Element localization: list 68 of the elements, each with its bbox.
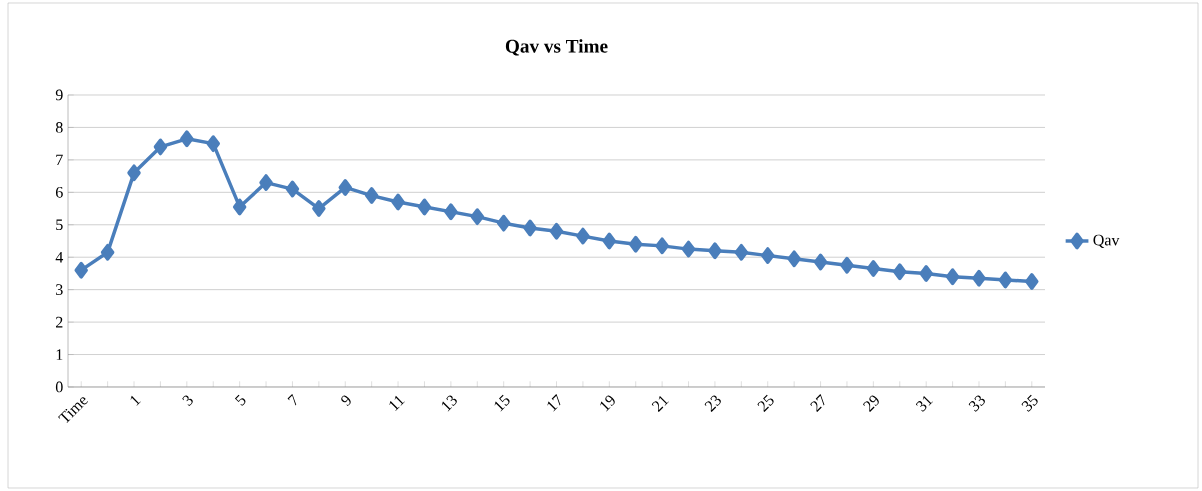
x-tick-label: 13 [441, 395, 457, 412]
point [998, 271, 1013, 289]
point [153, 138, 168, 156]
x-tick-label: 21 [651, 395, 669, 412]
point [417, 198, 432, 216]
x-tick-label: 9 [341, 395, 351, 407]
point [259, 174, 273, 191]
point [602, 232, 617, 250]
x-tick-label: 35 [1021, 394, 1038, 412]
point [681, 240, 696, 258]
x-tick-label: 7 [287, 393, 297, 406]
point [523, 219, 537, 237]
x-tick-label: 33 [968, 395, 985, 412]
point [893, 263, 907, 281]
point [180, 130, 194, 148]
point [496, 214, 511, 232]
point [338, 179, 353, 196]
point [470, 208, 485, 226]
point [444, 203, 458, 221]
point [232, 198, 247, 216]
chart-title: Qav vs Time [505, 39, 608, 56]
point [312, 200, 326, 217]
y-tick-label: 1 [56, 349, 63, 360]
point [549, 222, 564, 240]
point [285, 180, 300, 198]
x-tick-label: 31 [915, 395, 933, 412]
point [391, 193, 405, 211]
point [100, 243, 115, 261]
x-tick-label: 23 [704, 395, 721, 412]
x-tick-label: 29 [863, 395, 879, 412]
y-tick-label: 7 [56, 154, 63, 166]
point [708, 242, 722, 260]
x-tick-label: 17 [547, 394, 561, 412]
x-tick-label: 5 [234, 394, 246, 406]
point [972, 269, 986, 287]
y-tick-label: 6 [55, 186, 63, 198]
y-tick-label: 2 [56, 316, 63, 328]
point [813, 253, 828, 271]
point [74, 261, 88, 279]
point [840, 256, 854, 274]
point [787, 250, 801, 268]
point [1025, 273, 1039, 290]
x-tick-label: 27 [810, 394, 825, 412]
point [127, 164, 141, 182]
point [655, 237, 669, 255]
x-tick-label: 25 [757, 394, 774, 412]
point [576, 227, 590, 245]
y-tick-label: 3 [56, 284, 63, 296]
x-tick-label: 19 [600, 395, 615, 412]
point [919, 265, 933, 282]
point [734, 243, 749, 261]
point [866, 260, 881, 277]
y-tick-label: 4 [55, 251, 64, 263]
y-tick-label: 5 [56, 219, 63, 231]
point [364, 187, 379, 204]
x-tick-label: 11 [389, 395, 405, 412]
point [206, 135, 220, 153]
y-tick-label: 0 [55, 381, 63, 393]
y-tick-label: 8 [55, 122, 63, 133]
x-tick-label: 15 [494, 394, 510, 412]
legend-label: Qav [1093, 234, 1120, 248]
x-tick-label: 3 [182, 395, 193, 407]
x-tick-label: Time [58, 397, 88, 423]
y-tick-label: 9 [55, 89, 63, 101]
point [628, 235, 643, 253]
x-tick-label: 1 [130, 395, 141, 406]
point [761, 247, 775, 264]
point [945, 268, 960, 286]
